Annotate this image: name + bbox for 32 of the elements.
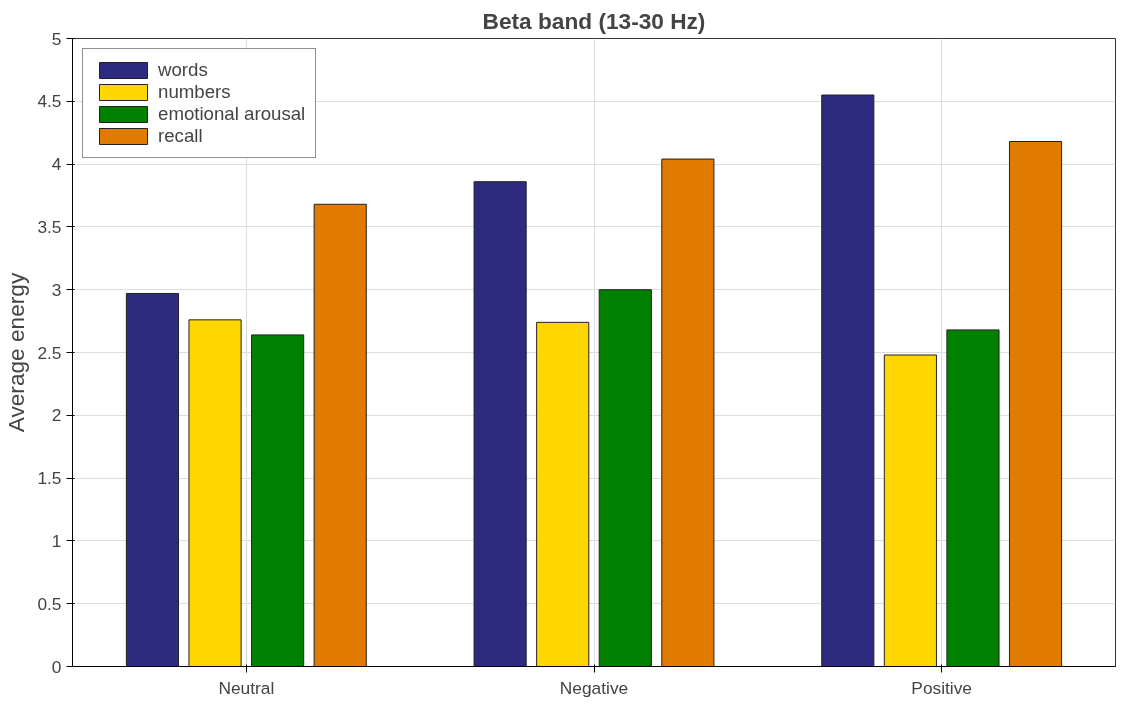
y-axis-title: Average energy xyxy=(3,272,30,433)
bar xyxy=(251,334,305,667)
y-tick-label: 1 xyxy=(51,530,62,551)
bar xyxy=(1008,140,1063,667)
y-tick-label: 2 xyxy=(51,405,62,426)
bar xyxy=(188,319,242,667)
bar xyxy=(883,354,937,667)
y-tick-label: 3 xyxy=(51,279,62,300)
y-tick-label: 1.5 xyxy=(37,468,62,489)
y-tick-label: 0 xyxy=(51,656,62,677)
chart-title: Beta band (13-30 Hz) xyxy=(482,7,706,34)
x-tick-label: Negative xyxy=(559,677,629,698)
y-tick-label: 5 xyxy=(51,28,62,49)
bar xyxy=(821,94,875,667)
y-tick-label: 2.5 xyxy=(37,342,62,363)
bar xyxy=(598,289,652,667)
bar xyxy=(661,158,715,667)
bar xyxy=(946,329,1000,667)
bar xyxy=(313,203,367,667)
y-tick-label: 0.5 xyxy=(37,593,62,614)
y-tick-label: 4 xyxy=(51,154,62,175)
legend-label: recall xyxy=(158,125,203,147)
y-tick-label: 3.5 xyxy=(37,216,62,237)
bar xyxy=(473,181,527,667)
y-tick-label: 4.5 xyxy=(37,91,62,112)
legend-label: emotional arousal xyxy=(158,103,306,125)
legend-label: numbers xyxy=(158,81,231,103)
x-tick-label: Positive xyxy=(911,677,973,698)
bar xyxy=(536,321,590,667)
bar xyxy=(125,292,180,667)
legend-label: words xyxy=(158,59,208,81)
x-tick-label: Neutral xyxy=(218,677,275,698)
